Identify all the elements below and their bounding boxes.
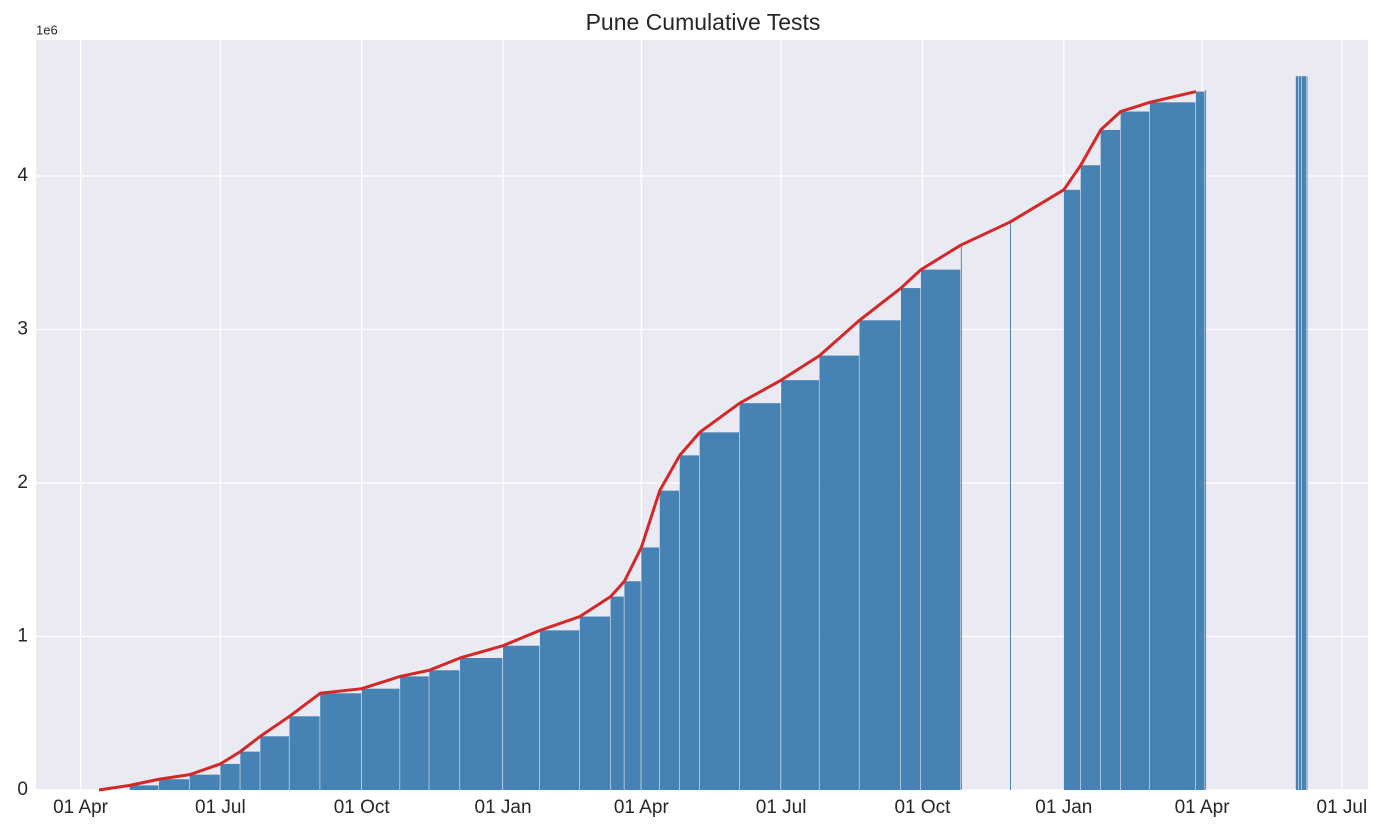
- bar: [129, 785, 159, 790]
- bar: [641, 547, 660, 790]
- bar: [859, 320, 901, 790]
- bar: [1195, 91, 1205, 790]
- bar: [361, 688, 400, 790]
- bar: [400, 676, 429, 790]
- bar: [679, 455, 700, 790]
- bar: [624, 581, 641, 790]
- bar: [1298, 76, 1302, 790]
- x-tick-label: 01 Jul: [195, 797, 246, 818]
- bar: [503, 645, 540, 790]
- trend-line: [98, 90, 1197, 792]
- x-tick-label: 01 Jan: [1035, 797, 1092, 818]
- bar: [1301, 76, 1306, 790]
- y-tick-label: 4: [17, 165, 28, 186]
- bar: [1080, 165, 1101, 790]
- y-tick-label: 3: [17, 319, 28, 340]
- y-tick-label: 2: [17, 472, 28, 493]
- bar: [1205, 90, 1207, 790]
- x-tick-label: 01 Apr: [53, 797, 109, 818]
- bar: [158, 779, 190, 790]
- x-tick-label: 01 Oct: [894, 797, 951, 818]
- bar: [289, 716, 320, 790]
- bar: [699, 432, 740, 790]
- bar: [429, 670, 460, 790]
- bar: [1100, 129, 1121, 791]
- x-tick-label: 01 Jul: [756, 797, 807, 818]
- y-tick-label: 0: [17, 779, 28, 800]
- bar: [579, 616, 610, 790]
- chart-title: Pune Cumulative Tests: [586, 9, 821, 35]
- bar: [1306, 76, 1308, 790]
- x-tick-label: 01 Oct: [334, 797, 391, 818]
- bar: [739, 403, 781, 790]
- bar: [781, 380, 819, 790]
- bar: [659, 490, 680, 790]
- bar: [610, 596, 624, 790]
- x-tick-label: 01 Apr: [1175, 797, 1231, 818]
- bar: [1120, 111, 1150, 791]
- bar: [920, 269, 961, 790]
- y-tick-label: 1: [17, 626, 28, 647]
- x-tick-label: 01 Apr: [614, 797, 670, 818]
- bar: [1295, 76, 1299, 790]
- bar: [460, 657, 503, 790]
- x-tick-label: 01 Jul: [1317, 797, 1368, 818]
- bar: [1149, 102, 1196, 790]
- bar: [960, 245, 962, 790]
- x-tick-label: 01 Jan: [475, 797, 532, 818]
- bar: [320, 693, 362, 790]
- bar: [1010, 222, 1011, 790]
- bar: [189, 774, 220, 790]
- bar: [819, 355, 859, 790]
- bar: [220, 763, 240, 790]
- offset-label: 1e6: [36, 22, 58, 37]
- bar: [240, 751, 260, 790]
- bar: [900, 288, 921, 790]
- bar: [260, 736, 289, 790]
- bar: [1063, 189, 1081, 790]
- bar: [539, 630, 580, 790]
